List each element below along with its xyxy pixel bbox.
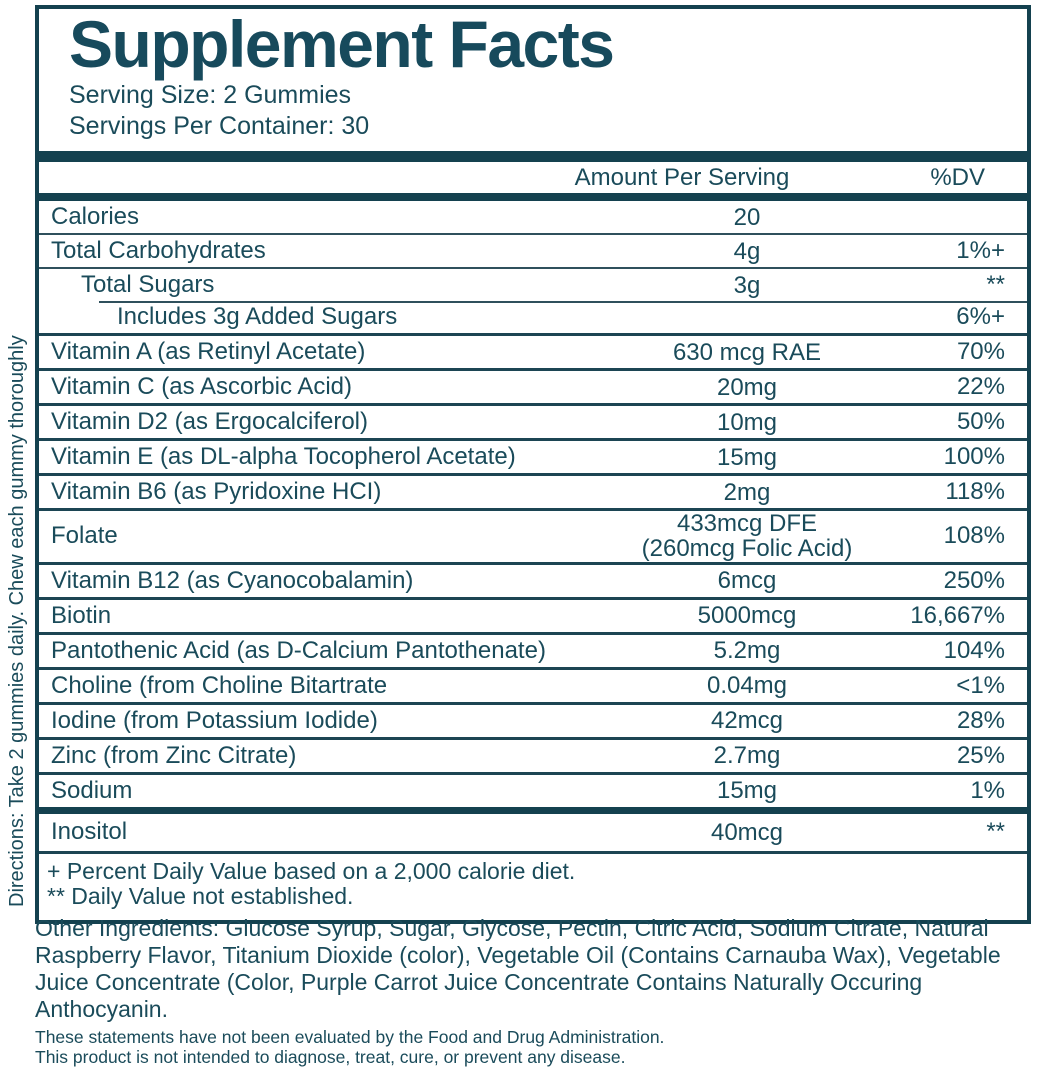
nutrient-dv: 50% (956, 408, 1005, 436)
nutrient-amount: 433mcg DFE (260mcg Folic Acid) (641, 510, 853, 563)
nutrient-amount: 10mg (716, 408, 778, 436)
nutrient-name: Includes 3g Added Sugars (117, 303, 398, 331)
table-row: Total Carbohydrates 4g 1%+ (39, 233, 1027, 267)
nutrient-amount: 20 (733, 203, 761, 231)
supplement-facts-title: Supplement Facts (69, 7, 615, 81)
nutrient-name: Vitamin E (as DL-alpha Tocopherol Acetat… (51, 443, 516, 471)
table-row: Calories 20 (39, 201, 1027, 233)
nutrient-dv: 70% (956, 338, 1005, 366)
nutrient-amount: 630 mcg RAE (672, 338, 822, 366)
table-row: Iodine (from Potassium Iodide) 42mcg 28% (39, 701, 1027, 737)
nutrient-name: Choline (from Choline Bitartrate (51, 671, 388, 699)
nutrient-name: Sodium (51, 776, 133, 804)
nutrient-name: Vitamin B12 (as Cyanocobalamin) (51, 566, 414, 594)
table-row: Vitamin A (as Retinyl Acetate) 630 mcg R… (39, 333, 1027, 368)
table-row: Vitamin B12 (as Cyanocobalamin) 6mcg 250… (39, 561, 1027, 597)
nutrient-dv: 28% (956, 706, 1005, 734)
nutrient-amount: 2.7mg (713, 742, 781, 770)
nutrient-dv: 1% (970, 776, 1005, 804)
table-row: Vitamin D2 (as Ergocalciferol) 10mg 50% (39, 403, 1027, 438)
disclaimer-disease: This product is not intended to diagnose… (35, 1047, 626, 1068)
nutrient-name: Pantothenic Acid (as D-Calcium Pantothen… (51, 636, 546, 664)
nutrient-dv: 25% (956, 741, 1005, 769)
nutrient-dv: 104% (943, 636, 1005, 664)
nutrient-name: Folate (51, 522, 118, 550)
nutrient-name: Vitamin C (as Ascorbic Acid) (51, 373, 352, 401)
column-header-row: Amount Per Serving %DV (39, 162, 1027, 193)
nutrient-name: Inositol (51, 818, 128, 846)
nutrient-dv: 118% (945, 478, 1005, 506)
table-row: Biotin 5000mcg 16,667% (39, 596, 1027, 632)
nutrient-name: Iodine (from Potassium Iodide) (51, 706, 378, 734)
divider-bar-above-inositol (39, 806, 1027, 814)
divider-bar-top (39, 151, 1027, 163)
nutrient-amount: 0.04mg (706, 672, 788, 700)
other-ingredients-text: Other Ingredients: Glucose Syrup, Sugar,… (35, 915, 1001, 1023)
amount-per-serving-header: Amount Per Serving (574, 164, 790, 192)
nutrient-dv: 22% (956, 373, 1005, 401)
table-row: Vitamin E (as DL-alpha Tocopherol Acetat… (39, 438, 1027, 473)
nutrient-dv: ** (986, 271, 1005, 299)
nutrient-name: Biotin (51, 601, 112, 629)
table-row: Choline (from Choline Bitartrate 0.04mg … (39, 666, 1027, 702)
table-row: Sodium 15mg 1% (39, 771, 1027, 807)
nutrient-rows: Calories 20 Total Carbohydrates 4g 1%+ T… (39, 201, 1027, 806)
nutrient-name: Total Sugars (81, 271, 215, 299)
panel-header: Supplement Facts Serving Size: 2 Gummies… (39, 7, 1027, 151)
nutrient-amount: 5.2mg (713, 637, 781, 665)
disclaimer-fda: These statements have not been evaluated… (35, 1026, 665, 1047)
nutrient-dv: 108% (943, 522, 1005, 550)
nutrient-dv: 16,667% (910, 601, 1005, 629)
nutrient-name: Vitamin D2 (as Ergocalciferol) (51, 408, 369, 436)
nutrient-dv: 1%+ (956, 237, 1005, 265)
nutrient-amount: 4g (733, 237, 761, 265)
dv-header: %DV (930, 163, 985, 191)
nutrient-amount: 42mcg (710, 707, 784, 735)
nutrient-amount: 6mcg (717, 567, 777, 595)
nutrient-dv: <1% (956, 671, 1005, 699)
nutrient-name: Calories (51, 203, 140, 231)
nutrient-dv: ** (986, 818, 1005, 846)
footnotes: + Percent Daily Value based on a 2,000 c… (39, 850, 1027, 921)
nutrient-name: Vitamin A (as Retinyl Acetate) (51, 338, 366, 366)
nutrient-amount: 2mg (723, 478, 771, 506)
serving-size: Serving Size: 2 Gummies (69, 81, 352, 110)
nutrient-name: Total Carbohydrates (51, 237, 266, 265)
footnote-not-established: ** Daily Value not established. (47, 883, 354, 910)
table-row: Folate 433mcg DFE (260mcg Folic Acid) 10… (39, 508, 1027, 563)
nutrient-amount: 15mg (716, 443, 778, 471)
nutrient-dv: 100% (943, 443, 1005, 471)
nutrient-amount: 20mg (716, 373, 778, 401)
directions-sidebar-text: Directions: Take 2 gummies daily. Chew e… (6, 335, 28, 907)
servings-per-container: Servings Per Container: 30 (69, 112, 370, 141)
footnote-daily-value: + Percent Daily Value based on a 2,000 c… (47, 857, 576, 884)
nutrient-name: Vitamin B6 (as Pyridoxine HCI) (51, 478, 382, 506)
table-row: Includes 3g Added Sugars 6%+ (39, 301, 1027, 333)
nutrient-amount: 40mcg (710, 818, 784, 846)
divider-bar-under-header (39, 193, 1027, 202)
table-row: Vitamin B6 (as Pyridoxine HCI) 2mg 118% (39, 473, 1027, 508)
nutrient-dv: 6%+ (956, 303, 1005, 331)
table-row: Zinc (from Zinc Citrate) 2.7mg 25% (39, 736, 1027, 772)
supplement-facts-panel: Supplement Facts Serving Size: 2 Gummies… (35, 5, 1031, 925)
table-row: Pantothenic Acid (as D-Calcium Pantothen… (39, 631, 1027, 667)
below-panel-text: Other Ingredients: Glucose Syrup, Sugar,… (35, 915, 1035, 1068)
table-row: Vitamin C (as Ascorbic Acid) 20mg 22% (39, 368, 1027, 403)
table-row-inositol: Inositol 40mcg ** (39, 814, 1027, 851)
table-row: Total Sugars 3g ** (39, 267, 1027, 301)
nutrient-amount: 5000mcg (697, 602, 797, 630)
nutrient-dv: 250% (943, 566, 1005, 594)
disclaimers: These statements have not been evaluated… (35, 1027, 1035, 1068)
nutrient-name: Zinc (from Zinc Citrate) (51, 741, 297, 769)
nutrient-amount: 15mg (716, 777, 778, 805)
nutrient-amount: 3g (733, 271, 761, 299)
